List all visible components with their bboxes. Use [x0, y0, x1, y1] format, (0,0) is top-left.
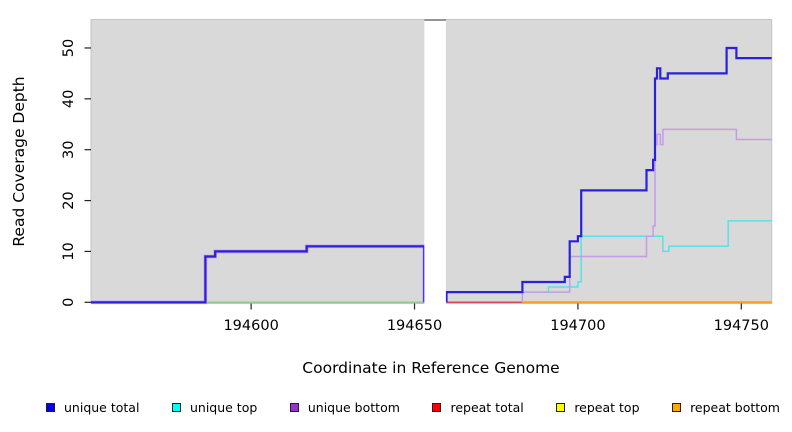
legend-swatch-repeat-top — [556, 403, 566, 412]
legend-item-unique-total: unique total — [46, 400, 139, 415]
series-line-unique-total-right — [445, 46, 772, 303]
legend-label: unique total — [64, 400, 140, 415]
legend-swatch-repeat-total — [432, 403, 442, 412]
y-axis-title: Read Coverage Depth — [10, 76, 28, 246]
legend-label: repeat bottom — [690, 400, 780, 415]
chart-legend: unique total unique top unique bottom re… — [0, 400, 792, 415]
coverage-chart-canvas: 194600 194650 194700 194750 0 10 20 30 40 50 Coor… — [10, 18, 773, 377]
legend-swatch-repeat-bottom — [672, 403, 682, 412]
legend-label: unique bottom — [307, 400, 400, 415]
legend-item-repeat-top: repeat top — [556, 400, 640, 415]
x-axis-tick-label: 194750 — [714, 318, 769, 334]
y-axis-tick-label: 20 — [61, 191, 77, 209]
legend-item-unique-bottom: unique bottom — [289, 400, 400, 415]
x-axis-title: Coordinate in Reference Genome — [302, 359, 559, 377]
legend-item-repeat-total: repeat total — [432, 400, 524, 415]
y-axis-tick-label: 30 — [61, 140, 77, 158]
y-axis-tick-label: 40 — [61, 90, 77, 108]
series-line-unique-total-left — [91, 245, 426, 304]
series-lines-layer — [91, 18, 772, 305]
x-axis-tick-label: 194700 — [550, 318, 605, 334]
legend-label: repeat top — [574, 400, 640, 415]
y-axis-tick-label: 10 — [61, 242, 77, 260]
legend-swatch-unique-top — [171, 403, 181, 412]
coverage-gap-band — [424, 18, 446, 305]
legend-swatch-unique-total — [46, 403, 55, 412]
y-axis-tick-label: 0 — [61, 298, 77, 307]
legend-swatch-unique-bottom — [289, 403, 299, 412]
x-axis-tick-label: 194600 — [223, 318, 278, 334]
legend-item-unique-top: unique top — [171, 400, 258, 415]
y-axis-tick-label: 50 — [61, 39, 77, 57]
legend-item-repeat-bottom: repeat bottom — [672, 400, 780, 415]
x-axis-tick-label: 194650 — [387, 318, 442, 334]
legend-label: repeat total — [450, 400, 524, 415]
legend-label: unique top — [189, 400, 258, 415]
axes-layer: 194600 194650 194700 194750 0 10 20 30 40 50 — [61, 39, 769, 334]
